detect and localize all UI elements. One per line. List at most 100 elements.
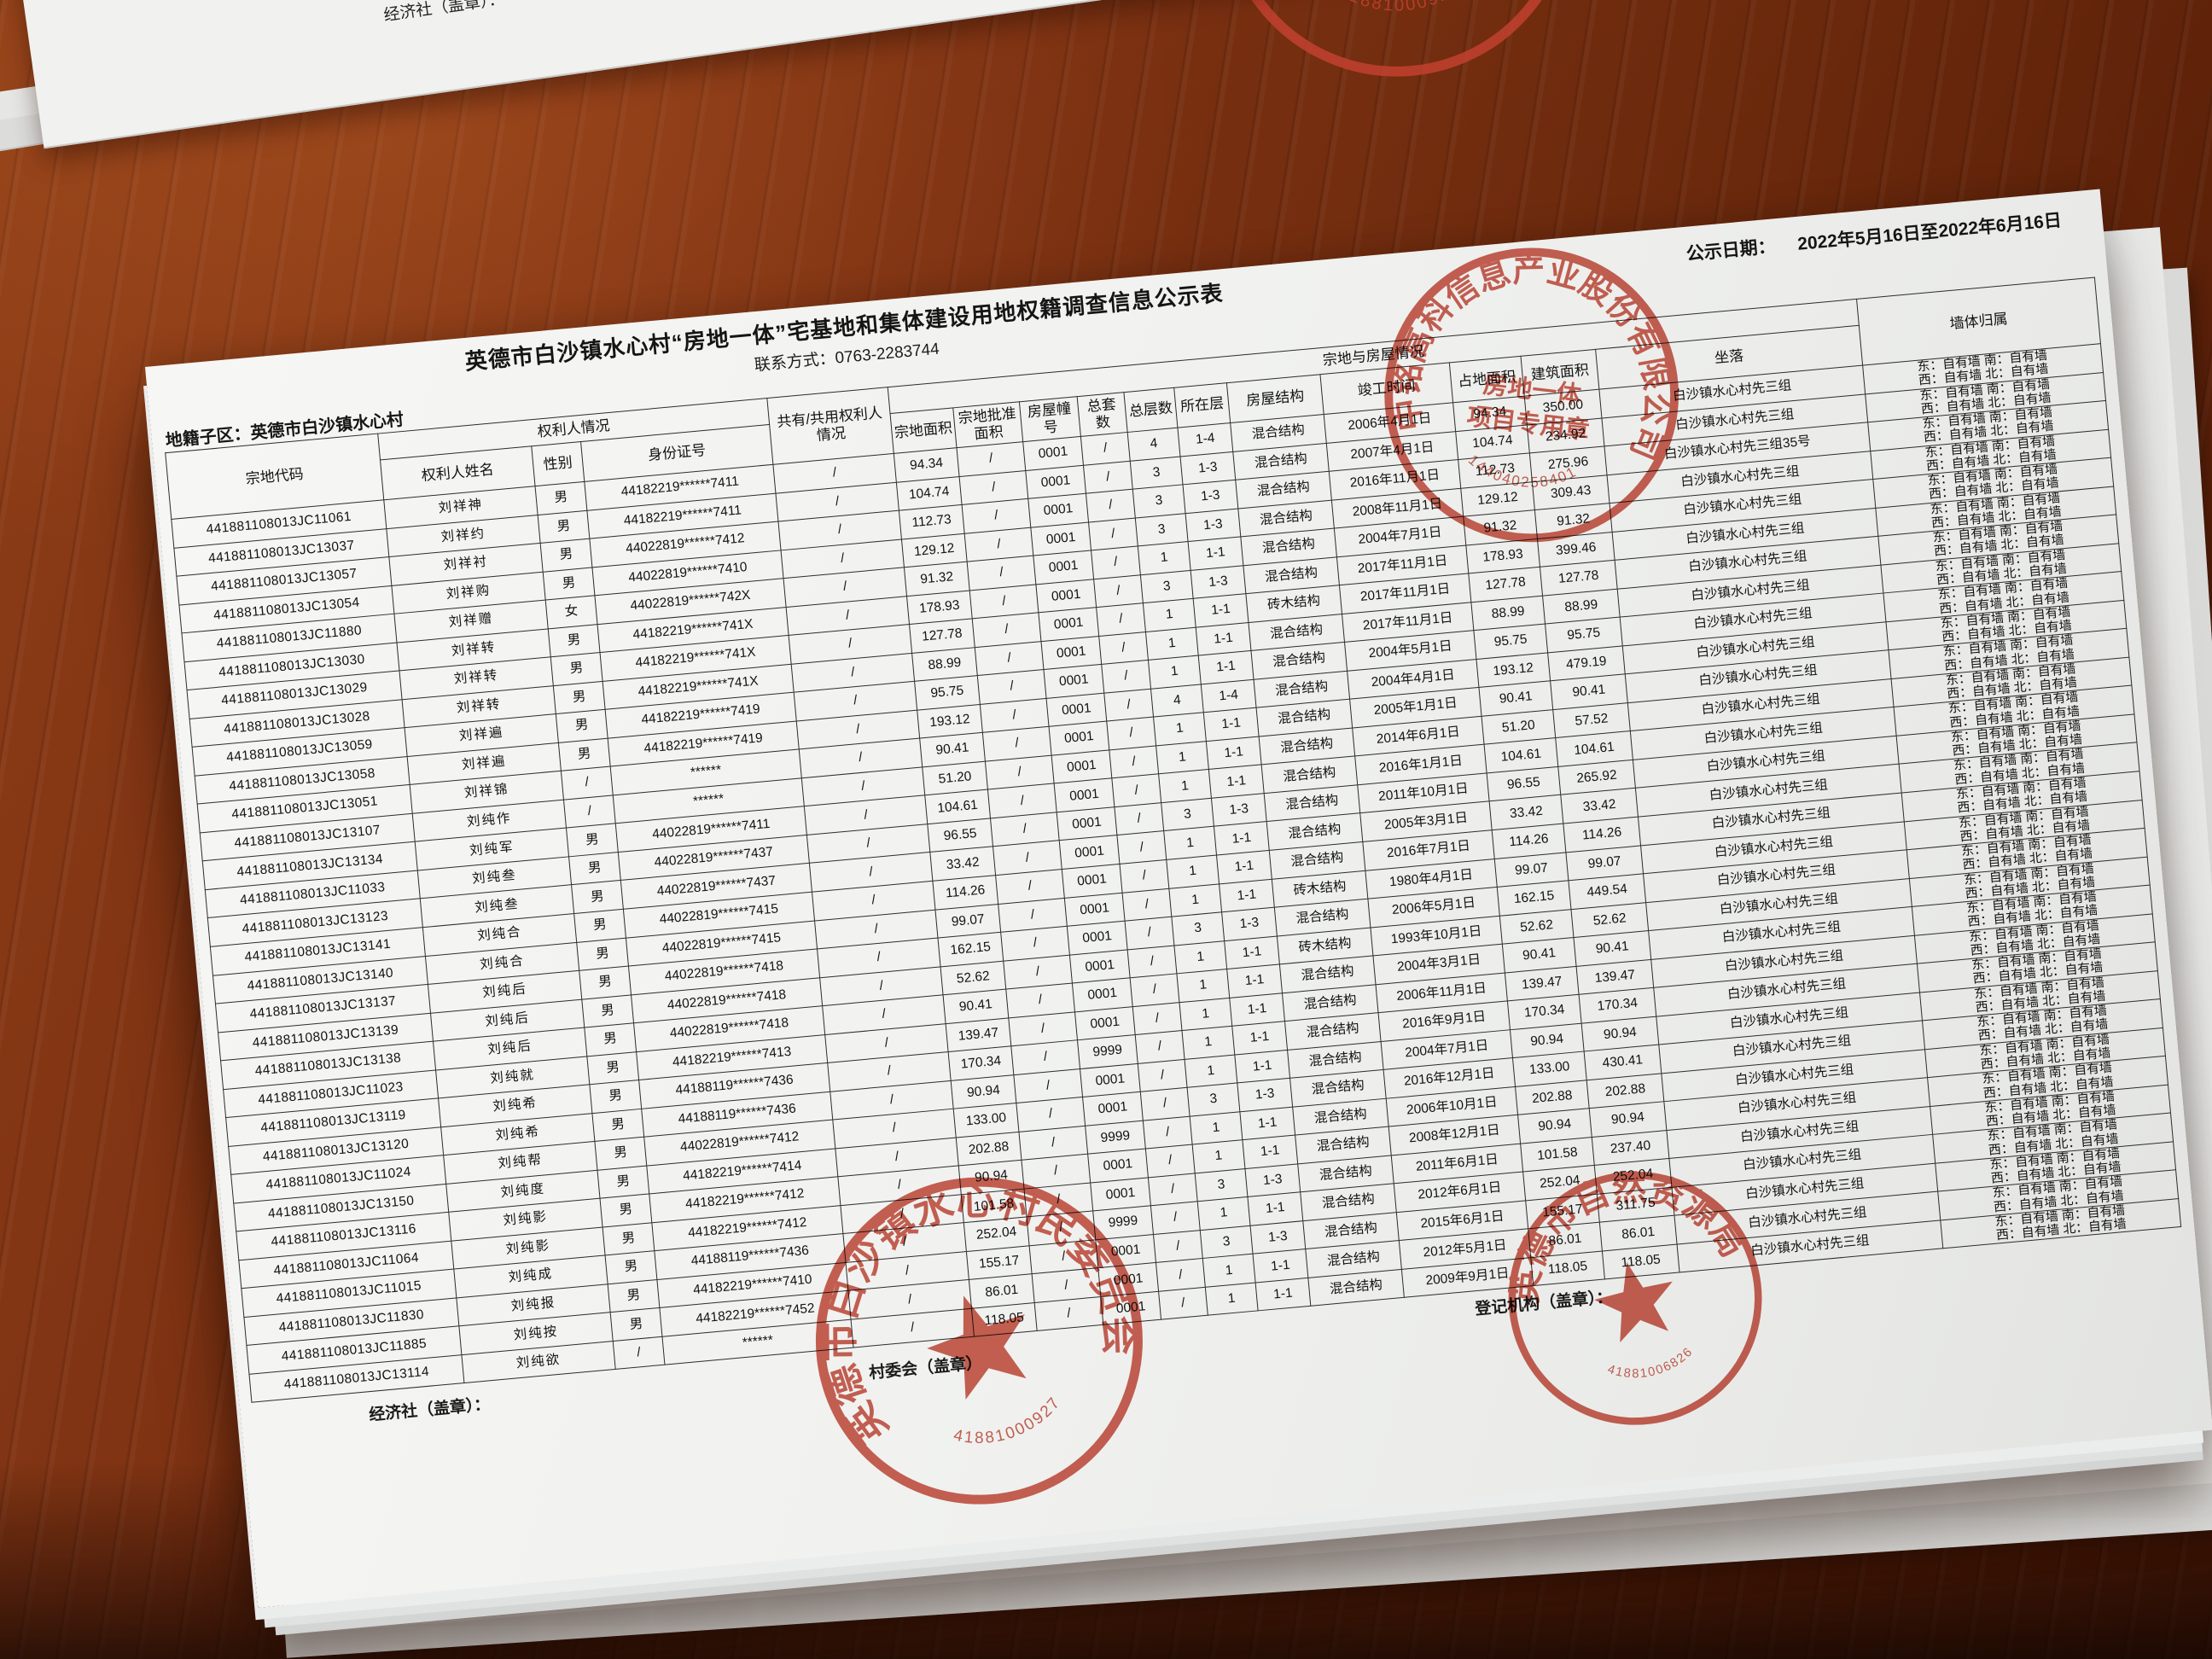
cell-floor_range: 1-3 <box>1244 1163 1301 1197</box>
cell-gender: 男 <box>600 1194 652 1227</box>
cell-floors: 3 <box>1132 484 1186 518</box>
document-sheet: 英德市白沙镇水心村“房地一体”宅基地和集体建设用地权籍调查信息公示表 公示日期：… <box>145 189 2212 1608</box>
cell-floor_range: 1-1 <box>1198 650 1254 684</box>
cell-floors: 3 <box>1200 1225 1254 1259</box>
cell-units: / <box>1109 745 1159 779</box>
cell-units: / <box>1083 460 1133 494</box>
cell-units: / <box>1127 945 1177 978</box>
cell-floor_range: 1-4 <box>1177 422 1233 457</box>
cell-gender: 男 <box>535 481 587 515</box>
cell-floor_range: 1-1 <box>1214 822 1270 856</box>
cell-floor_range: 1-3 <box>1221 907 1278 941</box>
cell-gender: 女 <box>545 595 597 629</box>
cell-floor_range: 1-1 <box>1229 992 1285 1027</box>
cell-floors: 1 <box>1148 655 1202 690</box>
cell-building_area: 118.05 <box>1602 1243 1680 1280</box>
cell-floors: 1 <box>1197 1196 1251 1231</box>
col-header-building-area: 建筑面积 <box>1520 349 1599 397</box>
cell-approved: / <box>1034 1296 1103 1331</box>
cell-units: / <box>1125 917 1174 950</box>
cell-floors: 3 <box>1195 1168 1248 1202</box>
cell-floors: 1 <box>1155 741 1209 775</box>
cell-floors: 1 <box>1145 626 1199 661</box>
cell-units: / <box>1143 1115 1193 1150</box>
econ-stamp-label: 经济社（盖章）： <box>368 1395 492 1425</box>
cell-floors: 4 <box>1127 428 1180 461</box>
col-header-footprint: 占地面积 <box>1449 356 1525 403</box>
cell-gender: 男 <box>548 624 601 658</box>
col-header-units: 总套数 <box>1077 392 1128 437</box>
cell-gender: 男 <box>579 966 632 999</box>
cell-floors: 1 <box>1138 541 1191 575</box>
cell-floor_range: 1-1 <box>1239 1106 1295 1140</box>
cell-gender: 男 <box>586 1051 639 1085</box>
cell-floor_range: 1-3 <box>1179 451 1236 485</box>
cell-floors: 3 <box>1130 456 1184 490</box>
cell-gender: 男 <box>543 567 595 601</box>
cell-gender: 男 <box>594 1137 647 1171</box>
cell-floor_range: 1-1 <box>1208 765 1265 799</box>
cell-gender: 男 <box>581 994 634 1028</box>
cell-floor_range: 1-1 <box>1247 1192 1303 1226</box>
cell-units: / <box>1132 1002 1182 1035</box>
cell-floors: 1 <box>1158 769 1212 803</box>
cell-units: / <box>1111 774 1161 807</box>
cell-units: / <box>1093 574 1144 608</box>
cell-floor_range: 1-1 <box>1219 878 1275 912</box>
cell-house_no: 0001 <box>1100 1291 1161 1325</box>
cell-units: / <box>1150 1202 1201 1235</box>
cell-floors: 1 <box>1192 1139 1245 1173</box>
cell-floors: 3 <box>1187 1083 1240 1116</box>
cell-gender: 男 <box>608 1279 660 1313</box>
cell-gender: 男 <box>584 1022 637 1057</box>
cell-floors: 1 <box>1205 1282 1259 1316</box>
cell-floor_range: 1-1 <box>1255 1278 1311 1312</box>
col-header-gender: 性别 <box>531 441 585 486</box>
col-header-shared: 共有/共用权利人情况 <box>766 387 894 465</box>
cell-gender: 男 <box>591 1109 644 1142</box>
cell-units: / <box>1091 546 1141 579</box>
cell-floors: 1 <box>1166 855 1220 888</box>
cell-floors: 3 <box>1161 798 1214 831</box>
cell-floor_range: 1-1 <box>1206 736 1262 770</box>
cell-floor_range: 1-3 <box>1190 565 1246 599</box>
cell-floors: 1 <box>1173 940 1227 974</box>
cell-units: / <box>1158 1287 1208 1320</box>
cell-floor_range: 1-1 <box>1231 1021 1288 1055</box>
cell-units: / <box>1116 830 1167 864</box>
cell-floor_range: 1-3 <box>1211 793 1267 827</box>
cell-floor_range: 1-1 <box>1253 1249 1308 1283</box>
cell-gender: / <box>561 766 614 800</box>
cell-gender: 男 <box>568 852 621 886</box>
col-header-house-no: 房屋幢号 <box>1019 396 1081 442</box>
registry-table: 宗地代码 权利人情况 共有/共用权利人情况 宗地与房屋情况 墙体归属 权利人姓名… <box>165 276 2181 1403</box>
cell-floors: 3 <box>1140 570 1194 603</box>
cell-units: / <box>1103 689 1154 722</box>
cell-area: 118.05 <box>971 1302 1038 1337</box>
table-body: 441881108013JC11061 刘祥神男 44182219******741… <box>171 343 2181 1403</box>
cell-gender: 男 <box>605 1251 657 1284</box>
cell-units: / <box>1122 888 1172 922</box>
cell-units: / <box>1086 489 1136 522</box>
cell-floor_range: 1-1 <box>1224 935 1280 969</box>
cell-units: / <box>1098 632 1149 665</box>
cell-floor_range: 1-3 <box>1237 1078 1293 1112</box>
cell-floor_range: 1-1 <box>1188 537 1243 571</box>
cell-gender: / <box>563 795 616 829</box>
cell-floor_range: 1-1 <box>1226 963 1283 998</box>
cell-floor_range: 1-1 <box>1234 1050 1290 1084</box>
cell-gender: 男 <box>538 509 590 544</box>
cell-floors: 1 <box>1168 883 1222 917</box>
col-header-floors: 总层数 <box>1123 387 1178 433</box>
cell-floors: 1 <box>1179 997 1232 1031</box>
cell-floor_range: 1-1 <box>1196 622 1251 656</box>
cell-footprint: 118.05 <box>1530 1250 1605 1286</box>
cell-units: / <box>1080 432 1131 465</box>
cell-floors: 3 <box>1171 911 1225 946</box>
cell-gender: 男 <box>589 1080 642 1114</box>
cell-floor_range: 1-4 <box>1201 679 1257 713</box>
cell-gender: 男 <box>566 824 619 857</box>
cell-units: / <box>1088 517 1138 551</box>
cell-units: / <box>1140 1087 1190 1121</box>
cell-floors: 1 <box>1153 713 1207 746</box>
